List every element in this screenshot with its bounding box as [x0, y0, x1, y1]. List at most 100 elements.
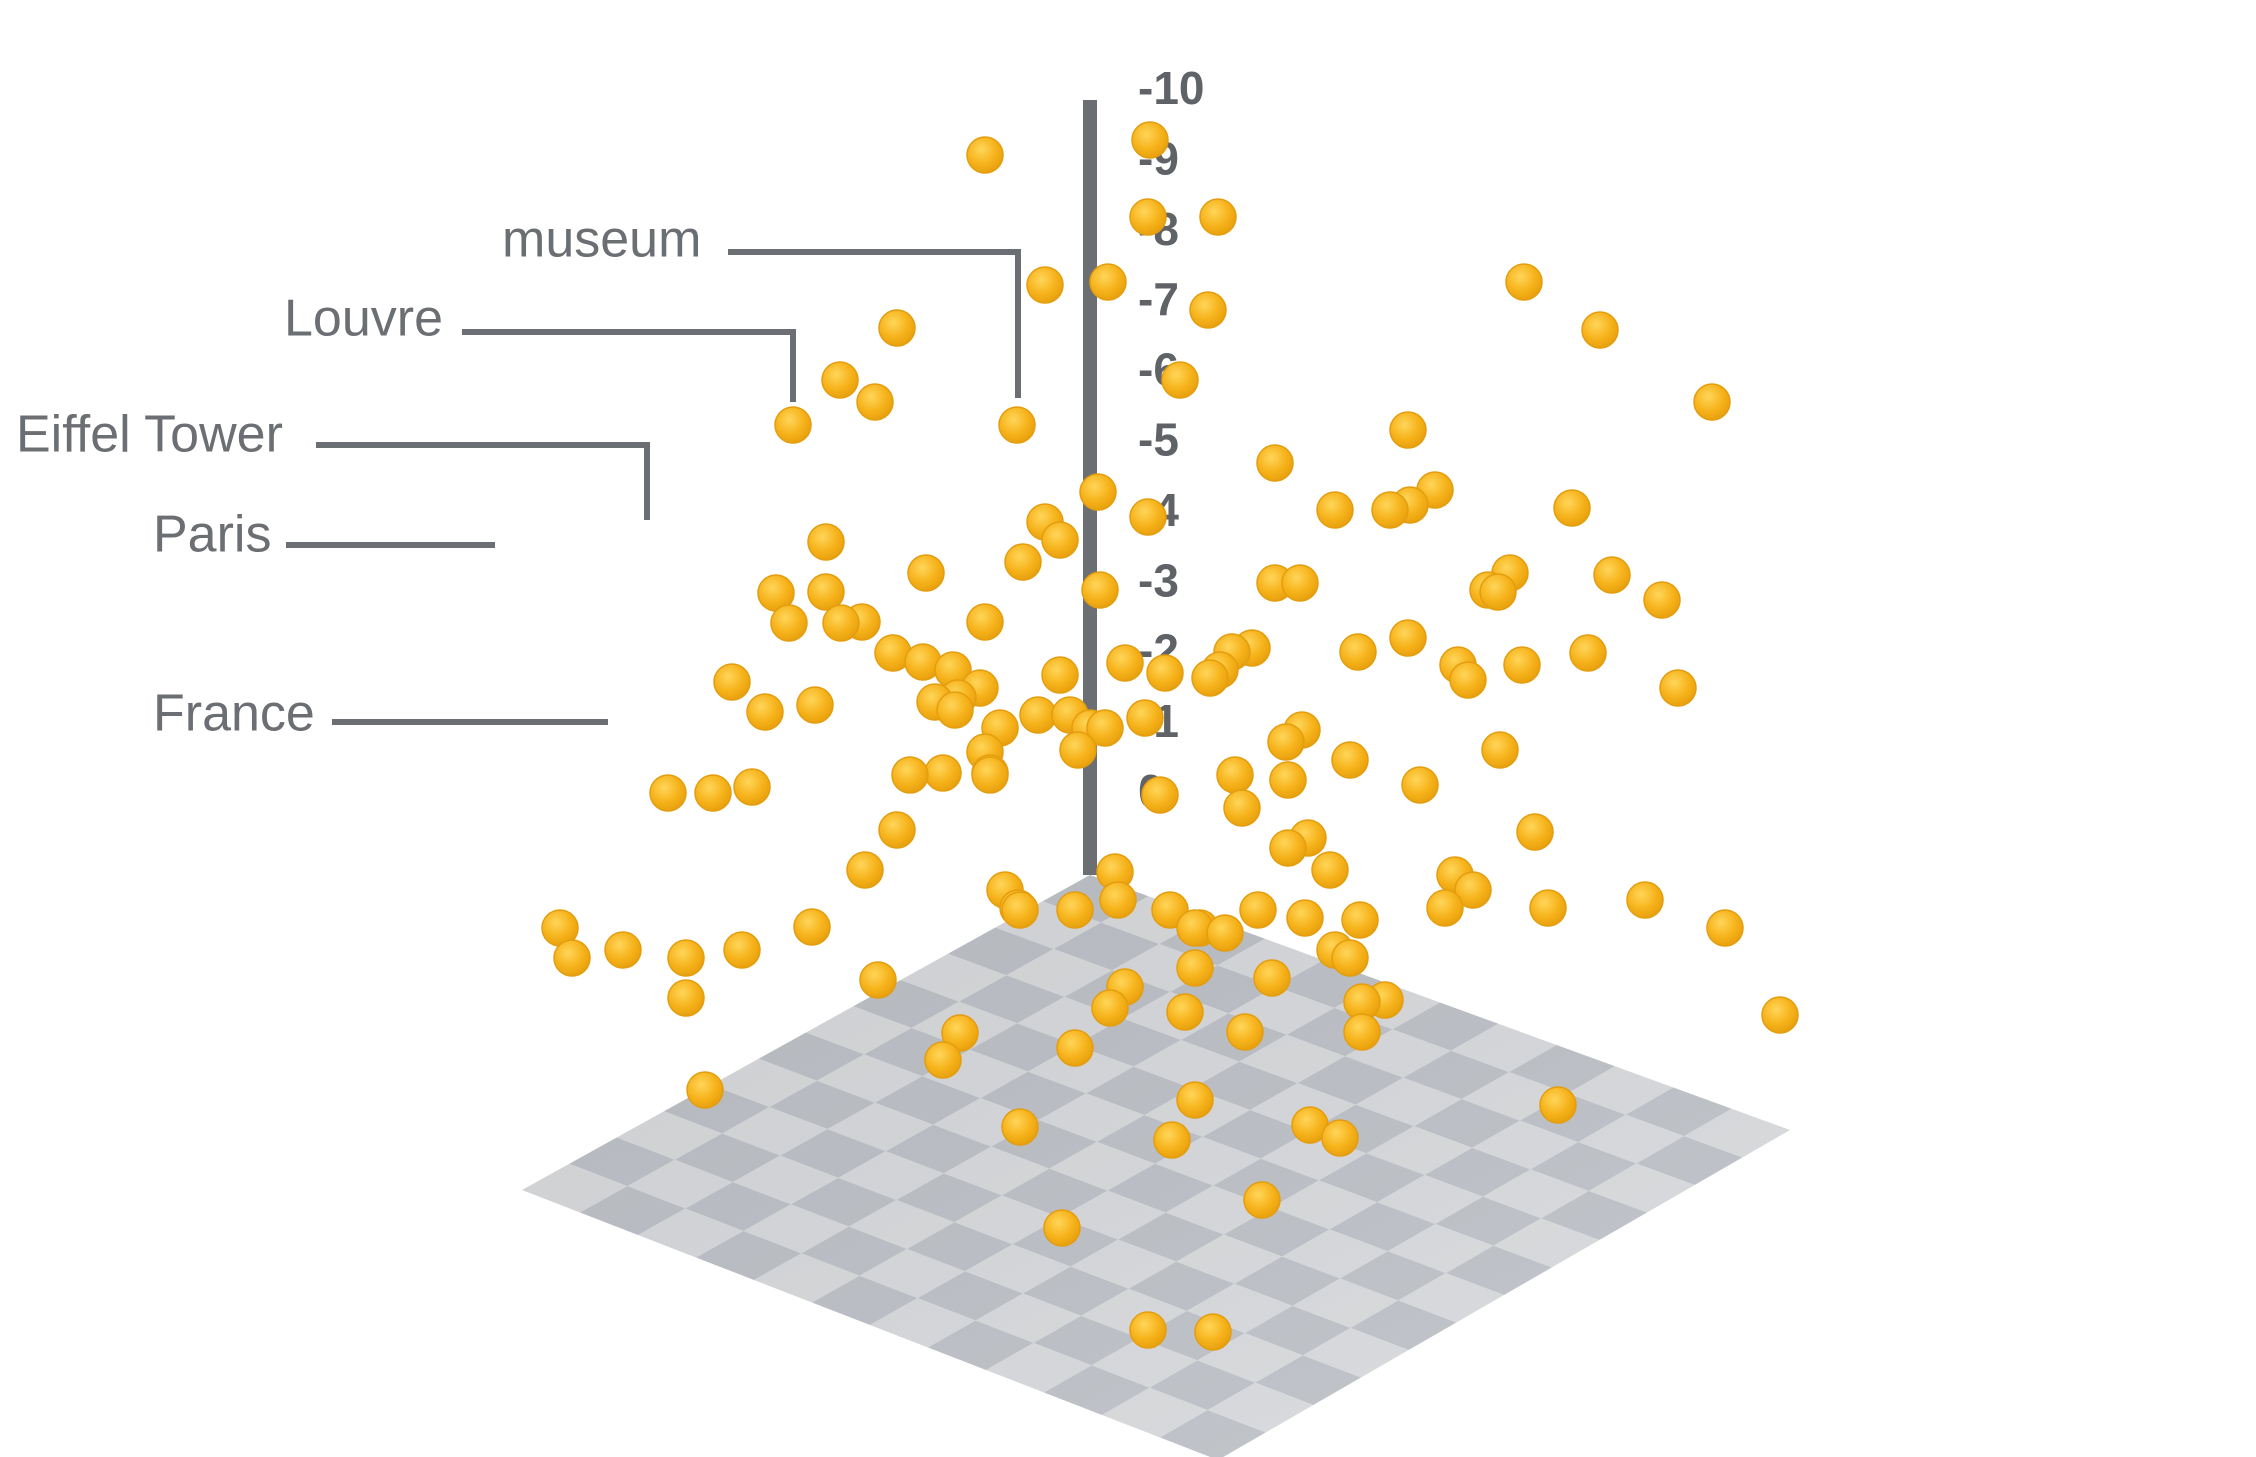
- scatter-point: [667, 939, 705, 977]
- scatter-point: [1131, 121, 1169, 159]
- scatter-point: [1643, 581, 1681, 619]
- scatter-point: [1761, 996, 1799, 1034]
- scatter-point: [1505, 263, 1543, 301]
- scatter-point: [1389, 411, 1427, 449]
- scatter-point: [1239, 891, 1277, 929]
- annotation-leader-line: [316, 442, 650, 520]
- annotation-leader-line: [462, 329, 796, 402]
- scatter-point: [1206, 914, 1244, 952]
- scatter-point: [1019, 696, 1057, 734]
- scatter-point: [1269, 829, 1307, 867]
- scatter-point: [1706, 909, 1744, 947]
- scatter-point: [1089, 263, 1127, 301]
- scatter-point: [1529, 889, 1567, 927]
- annotation-label: France: [153, 685, 315, 743]
- scatter-point: [1539, 1086, 1577, 1124]
- scatter-point: [1341, 901, 1379, 939]
- scatter-point: [1389, 619, 1427, 657]
- scatter-point: [1267, 723, 1305, 761]
- scatter-point: [966, 603, 1004, 641]
- scatter-point: [746, 693, 784, 731]
- scatter-point: [1141, 776, 1179, 814]
- scatter-point: [1146, 654, 1184, 692]
- y-tick-label: -3: [1138, 554, 1179, 606]
- scatter-point: [1226, 1013, 1264, 1051]
- y-tick-label: -10: [1138, 62, 1204, 114]
- scatter-point: [1243, 1181, 1281, 1219]
- scatter-point: [1516, 813, 1554, 851]
- scatter-point: [1153, 1121, 1191, 1159]
- scatter-point: [649, 774, 687, 812]
- annotation-label: Eiffel Tower: [16, 406, 283, 464]
- scatter-point: [1281, 564, 1319, 602]
- scatter-point: [1091, 989, 1129, 1027]
- scatter-point: [941, 1014, 979, 1052]
- y-tick-label: -5: [1138, 414, 1179, 466]
- scatter-point: [1581, 311, 1619, 349]
- scatter-point: [1126, 699, 1164, 737]
- scatter-point: [1189, 291, 1227, 329]
- annotation-leader-line: [728, 249, 1021, 398]
- scatter-point: [1343, 1013, 1381, 1051]
- scatter-point: [1043, 1209, 1081, 1247]
- scatter-point: [793, 908, 831, 946]
- scatter-point: [1191, 659, 1229, 697]
- scatter-point: [878, 309, 916, 347]
- scatter-point: [856, 383, 894, 421]
- scatter-point: [891, 756, 929, 794]
- scatter-point: [1286, 899, 1324, 937]
- scatter-point: [1161, 361, 1199, 399]
- scatter-point: [1481, 731, 1519, 769]
- scatter-point: [1449, 661, 1487, 699]
- scatter-point: [1176, 1081, 1214, 1119]
- scatter-point: [822, 604, 860, 642]
- scatter-point: [774, 406, 812, 444]
- scatter-point: [1129, 198, 1167, 236]
- scatter-point: [770, 604, 808, 642]
- scatter-point: [1079, 473, 1117, 511]
- scatter-point: [1593, 556, 1631, 594]
- scatter-point: [1331, 741, 1369, 779]
- scatter-point: [1001, 1108, 1039, 1146]
- scatter-point: [1321, 1119, 1359, 1157]
- scatter-point: [1166, 993, 1204, 1031]
- scatter-point: [924, 754, 962, 792]
- scatter-point: [1503, 646, 1541, 684]
- scatter-point: [1626, 881, 1664, 919]
- scatter-point: [1004, 543, 1042, 581]
- scatter-point: [667, 979, 705, 1017]
- scatter-point: [1056, 1029, 1094, 1067]
- scatter-point: [733, 768, 771, 806]
- scatter-point: [907, 554, 945, 592]
- scatter-point: [924, 1041, 962, 1079]
- scatter-point: [1693, 383, 1731, 421]
- scatter-point: [1059, 731, 1097, 769]
- annotation-label: museum: [502, 211, 701, 269]
- floor-grid: [522, 875, 1790, 1457]
- scatter-point: [1216, 756, 1254, 794]
- scatter-point: [1041, 521, 1079, 559]
- scatter-point: [713, 663, 751, 701]
- scatter-point: [1569, 634, 1607, 672]
- scatter-point: [878, 811, 916, 849]
- scatter-point: [1041, 656, 1079, 694]
- scatter-point: [1659, 669, 1697, 707]
- scatter-point: [807, 523, 845, 561]
- annotation-label: Louvre: [284, 290, 443, 348]
- scatter-point: [1253, 959, 1291, 997]
- scatter-point: [1553, 489, 1591, 527]
- scatter-point: [1129, 498, 1167, 536]
- scatter-point: [1316, 491, 1354, 529]
- scatter-point: [936, 691, 974, 729]
- scatter-point: [1479, 573, 1517, 611]
- scatter-point: [1426, 889, 1464, 927]
- scatter-point: [1176, 949, 1214, 987]
- scatter-point: [1401, 766, 1439, 804]
- data-points: [541, 121, 1799, 1351]
- scatter-point: [821, 361, 859, 399]
- scatter-point: [1001, 891, 1039, 929]
- scatter-point: [796, 686, 834, 724]
